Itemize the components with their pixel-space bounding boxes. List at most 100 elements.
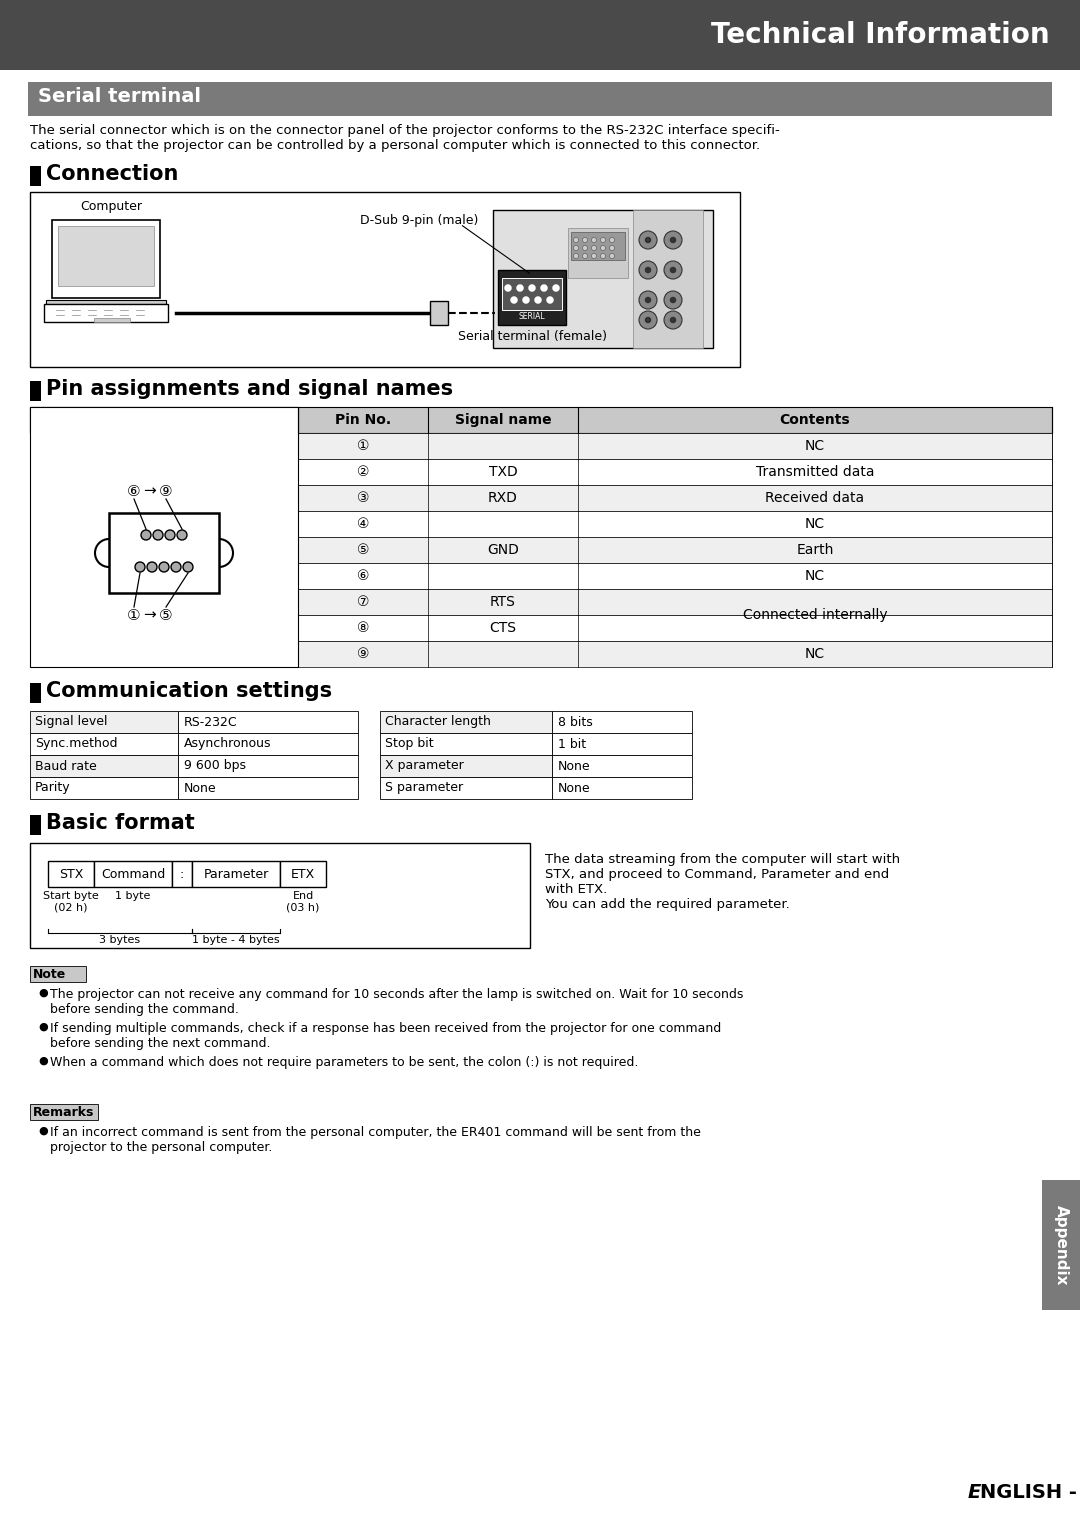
Circle shape xyxy=(670,318,676,324)
Text: Asynchronous: Asynchronous xyxy=(184,738,271,750)
Circle shape xyxy=(609,238,615,243)
Circle shape xyxy=(639,261,657,279)
Text: D-Sub 9-pin (male): D-Sub 9-pin (male) xyxy=(360,214,478,228)
Bar xyxy=(568,228,627,278)
Circle shape xyxy=(609,246,615,250)
Text: ④: ④ xyxy=(356,518,369,531)
Text: ●: ● xyxy=(38,988,48,999)
Text: ②: ② xyxy=(356,466,369,479)
Bar xyxy=(178,712,357,733)
Text: Computer: Computer xyxy=(80,200,141,212)
Bar xyxy=(30,166,41,186)
Text: The data streaming from the computer will start with
STX, and proceed to Command: The data streaming from the computer wil… xyxy=(545,854,900,912)
Bar xyxy=(552,733,692,754)
Bar xyxy=(30,815,41,835)
Text: Earth: Earth xyxy=(796,544,834,557)
Text: 9 600 bps: 9 600 bps xyxy=(184,759,246,773)
Bar xyxy=(552,712,692,733)
Text: Parameter: Parameter xyxy=(203,867,269,881)
Text: Start byte: Start byte xyxy=(43,890,99,901)
Circle shape xyxy=(528,284,536,292)
Bar xyxy=(192,861,280,887)
Bar xyxy=(30,754,178,777)
Bar xyxy=(30,733,178,754)
Bar xyxy=(30,408,1052,434)
Text: Note: Note xyxy=(33,968,66,980)
Bar xyxy=(30,382,41,402)
Text: ⑤: ⑤ xyxy=(159,608,173,623)
Bar xyxy=(94,318,130,322)
Text: →: → xyxy=(144,484,157,498)
Circle shape xyxy=(141,530,151,541)
Text: →: → xyxy=(144,608,157,623)
Text: Serial terminal: Serial terminal xyxy=(38,87,201,105)
Text: Signal level: Signal level xyxy=(35,716,108,728)
Circle shape xyxy=(504,284,512,292)
Circle shape xyxy=(546,296,554,304)
Text: RXD: RXD xyxy=(488,492,518,505)
Bar xyxy=(178,777,357,799)
Circle shape xyxy=(573,253,579,258)
Text: RS-232C: RS-232C xyxy=(184,716,238,728)
Bar xyxy=(380,712,552,733)
Bar xyxy=(48,861,94,887)
Bar xyxy=(298,434,1052,460)
Circle shape xyxy=(582,253,588,258)
Bar xyxy=(178,754,357,777)
Circle shape xyxy=(573,246,579,250)
Text: The serial connector which is on the connector panel of the projector conforms t: The serial connector which is on the con… xyxy=(30,124,780,153)
Bar xyxy=(178,733,357,754)
Bar xyxy=(30,712,178,733)
Text: Appendix: Appendix xyxy=(1053,1205,1068,1286)
Text: Connected internally: Connected internally xyxy=(743,608,888,621)
Circle shape xyxy=(670,237,676,243)
Bar xyxy=(52,220,160,298)
Bar xyxy=(30,683,41,702)
Text: 1 byte: 1 byte xyxy=(116,890,151,901)
Text: Transmitted data: Transmitted data xyxy=(756,466,874,479)
Text: Baud rate: Baud rate xyxy=(35,759,97,773)
Text: NC: NC xyxy=(805,647,825,661)
Bar xyxy=(298,460,1052,486)
Circle shape xyxy=(645,318,651,324)
Bar xyxy=(30,967,86,982)
Text: CTS: CTS xyxy=(489,621,516,635)
Circle shape xyxy=(670,296,676,302)
Circle shape xyxy=(516,284,524,292)
Text: Contents: Contents xyxy=(780,412,850,428)
Circle shape xyxy=(639,292,657,308)
Text: ⑥: ⑥ xyxy=(127,484,140,498)
Text: Stop bit: Stop bit xyxy=(384,738,434,750)
Text: When a command which does not require parameters to be sent, the colon (:) is no: When a command which does not require pa… xyxy=(50,1057,638,1069)
Text: SERIAL: SERIAL xyxy=(518,312,545,321)
Bar xyxy=(430,301,448,325)
Text: E: E xyxy=(968,1483,982,1501)
Bar xyxy=(298,563,1052,589)
Text: Pin assignments and signal names: Pin assignments and signal names xyxy=(46,379,454,399)
Circle shape xyxy=(511,296,517,304)
Text: ⑦: ⑦ xyxy=(356,596,369,609)
Text: ①: ① xyxy=(356,438,369,454)
Text: If an incorrect command is sent from the personal computer, the ER401 command wi: If an incorrect command is sent from the… xyxy=(50,1125,701,1154)
Text: 1 bit: 1 bit xyxy=(558,738,586,750)
Circle shape xyxy=(523,296,529,304)
Bar xyxy=(30,1104,98,1119)
Bar xyxy=(380,754,552,777)
Circle shape xyxy=(645,296,651,302)
Text: S parameter: S parameter xyxy=(384,782,463,794)
Circle shape xyxy=(664,312,681,328)
Circle shape xyxy=(664,231,681,249)
Circle shape xyxy=(600,238,606,243)
Circle shape xyxy=(535,296,541,304)
Text: TXD: TXD xyxy=(488,466,517,479)
Bar xyxy=(552,777,692,799)
Text: X parameter: X parameter xyxy=(384,759,463,773)
Bar xyxy=(498,270,566,325)
Circle shape xyxy=(645,237,651,243)
Text: Signal name: Signal name xyxy=(455,412,551,428)
Text: NC: NC xyxy=(805,518,825,531)
Bar xyxy=(1042,1180,1080,1310)
Circle shape xyxy=(582,238,588,243)
Text: :: : xyxy=(180,867,184,881)
Text: 8 bits: 8 bits xyxy=(558,716,593,728)
